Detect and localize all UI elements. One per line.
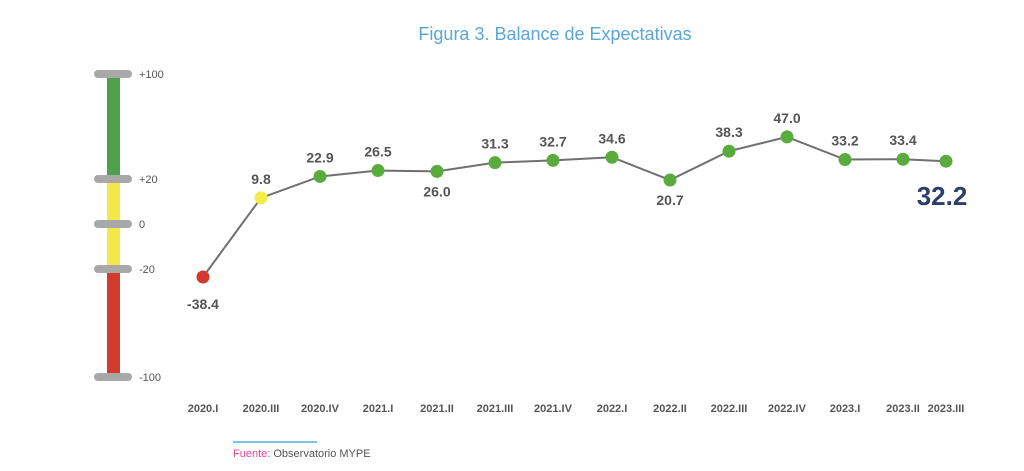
x-tick-label: 2023.I [830,403,861,415]
scale-band-2 [107,269,120,377]
data-label: 33.2 [831,133,858,149]
data-label: 26.0 [423,183,450,199]
source-label: Fuente: [233,448,271,460]
source-text: Observatorio MYPE [270,448,371,460]
data-label: 32.7 [539,133,566,149]
data-point [546,153,560,167]
x-tick-label: 2022.II [653,403,687,415]
data-point [313,169,327,183]
x-tick-label: 2023.II [886,403,920,415]
scale-tick-label: +20 [139,174,158,186]
scale-tick-marker [94,373,132,381]
data-label: 31.3 [481,136,508,152]
data-point [196,270,210,284]
scale-tick-marker [94,220,132,228]
scale-tick-label: 0 [139,219,145,231]
scale-tick-marker [94,70,132,78]
data-label: 9.8 [251,171,271,187]
scale-band-0 [107,74,120,179]
data-point [254,191,268,205]
scale-tick-marker [94,175,132,183]
data-label: -38.4 [187,296,219,312]
x-tick-label: 2023.III [928,403,965,415]
scale-tick-label: +100 [139,69,164,81]
data-point [838,153,852,167]
data-point [430,164,444,178]
scale-tick-marker [94,265,132,273]
data-point [371,164,385,178]
data-label: 26.5 [364,144,391,160]
x-tick-label: 2021.I [363,403,394,415]
data-point [896,152,910,166]
x-tick-label: 2022.IV [768,403,807,415]
source-divider [233,441,317,443]
scale-tick-label: -100 [139,372,161,384]
x-tick-label: 2020.IV [301,403,340,415]
x-tick-label: 2020.III [243,403,280,415]
x-tick-label: 2020.I [188,403,219,415]
x-tick-label: 2022.I [597,403,628,415]
data-point [722,144,736,158]
data-label: 22.9 [306,149,333,165]
x-tick-label: 2021.II [420,403,454,415]
scale-tick-label: -20 [139,264,155,276]
data-point [488,156,502,170]
series-line [202,135,947,278]
data-point [663,173,677,187]
x-tick-label: 2021.III [477,403,514,415]
data-label: 20.7 [656,192,683,208]
source-note: Fuente: Observatorio MYPE [233,448,371,460]
data-point [605,150,619,164]
x-tick-label: 2022.III [711,403,748,415]
data-point [780,130,794,144]
data-label: 33.4 [889,132,916,148]
data-label: 47.0 [773,110,800,126]
data-label: 32.2 [917,181,968,211]
data-label: 34.6 [598,130,625,146]
x-tick-label: 2021.IV [534,403,573,415]
chart-title: Figura 3. Balance de Expectativas [418,24,692,44]
data-label: 38.3 [715,124,742,140]
data-point [939,154,953,168]
